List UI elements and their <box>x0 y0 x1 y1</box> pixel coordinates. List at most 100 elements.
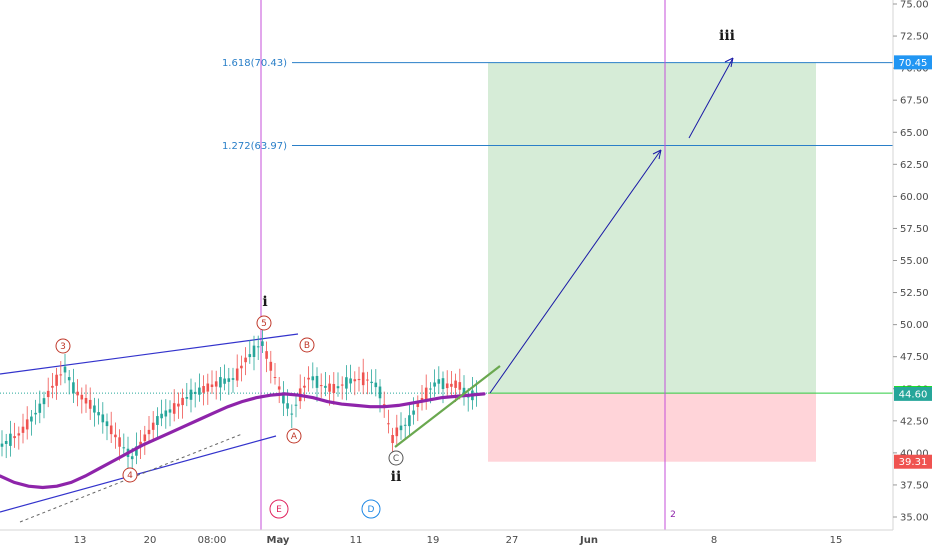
candle-body <box>30 416 33 422</box>
wave-label-circle <box>256 315 272 331</box>
candle-body <box>84 397 88 404</box>
x-tick-label: 20 <box>144 535 157 546</box>
candle-body <box>408 415 411 427</box>
candle-body <box>118 437 121 447</box>
wave-label-circle <box>388 450 404 466</box>
candle-body <box>454 380 457 388</box>
candle-body <box>13 436 16 439</box>
candle-body <box>72 382 75 394</box>
y-tick-label: 55.00 <box>900 256 929 267</box>
candle-body <box>0 443 4 447</box>
candle-body <box>294 404 298 406</box>
candle-body <box>135 446 138 456</box>
candle-body <box>319 385 323 387</box>
candle-body <box>340 384 344 386</box>
wave-label-3: 3 <box>60 342 66 352</box>
wave-label-A: A <box>291 432 298 442</box>
wave-label-E: E <box>276 505 282 515</box>
candle-body <box>462 387 466 395</box>
y-tick-label: 65.00 <box>900 128 929 139</box>
wave-label-iii: iii <box>719 28 735 44</box>
y-tick-label: 72.50 <box>900 32 929 43</box>
candle-body <box>244 357 247 363</box>
candlesticks <box>0 327 478 474</box>
y-tick-label: 60.00 <box>900 192 929 203</box>
candle-body <box>55 374 58 386</box>
candle-body <box>227 378 231 382</box>
projection-arrow <box>688 57 734 139</box>
candle-body <box>416 402 420 407</box>
candle-body <box>399 425 403 431</box>
price-badge-label: 70.45 <box>899 58 928 69</box>
candle-body <box>4 440 8 444</box>
candle-body <box>315 375 319 388</box>
candle-body <box>336 386 340 389</box>
fib-level-label: 1.272(63.97) <box>222 141 287 152</box>
candle-body <box>458 382 462 390</box>
candle-body <box>210 384 214 388</box>
candle-body <box>403 424 407 426</box>
candle-body <box>168 409 172 413</box>
candle-body <box>17 433 21 436</box>
candle-body <box>265 351 268 359</box>
candle-body <box>198 387 201 395</box>
price-badge-label: 44.60 <box>899 389 928 400</box>
candle-body <box>303 385 306 388</box>
candle-body <box>80 394 84 400</box>
candle-body <box>433 382 436 387</box>
candle-body <box>172 403 176 414</box>
candle-body <box>429 388 432 390</box>
fib-level-label: 1.618(70.43) <box>222 58 287 69</box>
candle-body <box>51 385 54 388</box>
candle-body <box>290 413 294 415</box>
candle-body <box>332 383 336 394</box>
x-tick-label: 8 <box>711 535 717 546</box>
candle-body <box>328 383 331 392</box>
moving-average-line <box>0 392 486 490</box>
wave-label-circle <box>361 499 381 519</box>
candle-body <box>269 361 273 371</box>
candle-body <box>361 372 365 386</box>
y-tick-label: 50.00 <box>900 320 929 331</box>
y-tick-label: 47.50 <box>900 352 929 363</box>
y-tick-label: 35.00 <box>900 513 929 524</box>
price-badge <box>894 55 932 70</box>
wave-label-B: B <box>304 341 310 351</box>
wave-label-5: 5 <box>261 319 267 329</box>
candle-body <box>256 346 260 348</box>
candle-body <box>130 456 134 460</box>
candle-body <box>181 397 184 406</box>
candle-body <box>307 377 310 380</box>
candle-body <box>261 341 264 346</box>
wave-label-4: 4 <box>127 471 133 481</box>
candle-body <box>437 379 441 384</box>
y-tick-label: 57.50 <box>900 224 929 235</box>
candle-body <box>387 423 390 425</box>
candle-body <box>101 414 105 423</box>
wave-label-circle <box>299 337 315 353</box>
candle-body <box>282 392 285 404</box>
candle-body <box>143 434 147 442</box>
candle-body <box>109 425 113 435</box>
x-tick-label: 27 <box>506 535 519 546</box>
x-tick-label: 15 <box>830 535 843 546</box>
x-tick-label: 19 <box>427 535 440 546</box>
projection-arrowhead <box>724 57 734 68</box>
candle-body <box>353 379 357 382</box>
candle-body <box>214 381 218 387</box>
wave-label-circle <box>269 499 289 519</box>
wave-label-circle <box>286 428 302 444</box>
candle-body <box>156 416 159 425</box>
y-tick-label: 67.50 <box>900 96 929 107</box>
candle-body <box>374 382 378 388</box>
candle-body <box>25 419 29 430</box>
candle-body <box>34 412 37 415</box>
y-tick-label: 52.50 <box>900 288 929 299</box>
candle-body <box>357 378 361 381</box>
wave-label-ii: ii <box>391 469 402 485</box>
candle-body <box>189 389 193 400</box>
candle-body <box>76 391 79 396</box>
candle-body <box>151 422 155 430</box>
candle-body <box>97 412 100 416</box>
